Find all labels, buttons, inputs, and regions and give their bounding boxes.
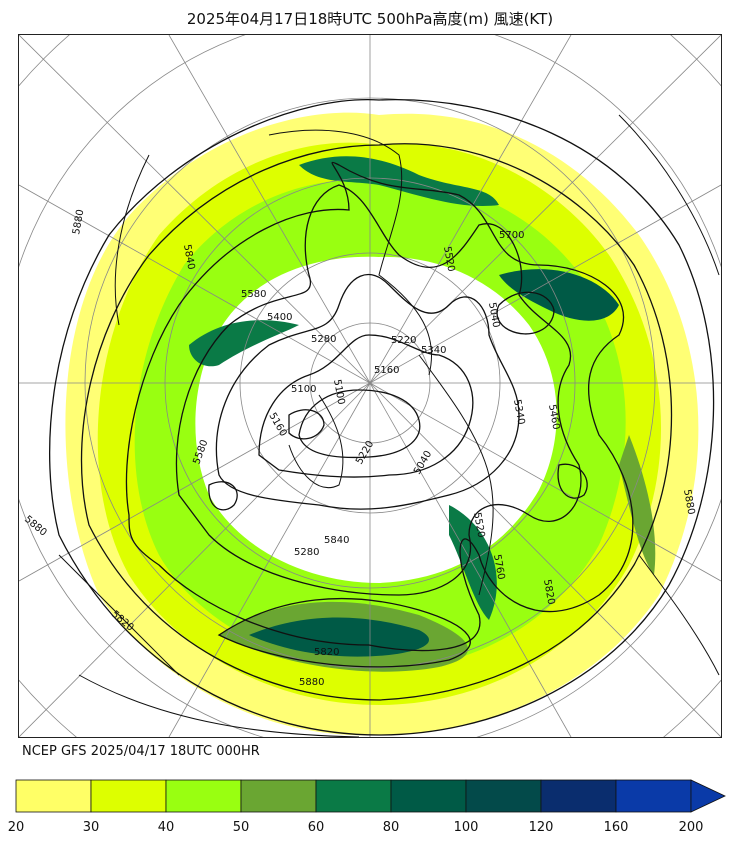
colorbar-segment: [615, 779, 692, 813]
contour-low-southwest: [208, 481, 238, 511]
contour-label: 5400: [267, 312, 292, 323]
colorbar-segment: [390, 779, 467, 813]
colorbar-tick-label: 40: [157, 820, 175, 835]
colorbar-segment: [240, 779, 317, 813]
colorbar-extend-arrow: [690, 779, 726, 813]
contour-high-east: [557, 463, 588, 499]
jet-band-green: [134, 179, 626, 670]
contour-low-east: [496, 291, 555, 335]
contour-label: 5100: [291, 384, 316, 395]
colorbar-tick-label: 100: [453, 820, 479, 835]
contour-label: 5880: [299, 677, 324, 688]
colorbar-tick-label: 60: [307, 820, 325, 835]
model-run-info: NCEP GFS 2025/04/17 18UTC 000HR: [22, 744, 260, 759]
colorbar-segment: [15, 779, 92, 813]
contour-label: 5040: [486, 302, 501, 329]
contour-label: 5100: [331, 379, 346, 406]
coast-asia-east: [618, 114, 720, 276]
contour-label: 5700: [499, 230, 524, 241]
contour-label: 5520: [471, 512, 486, 539]
contour-label: 5520: [441, 246, 456, 273]
coast-north-america-west: [114, 154, 150, 326]
contour-label: 5820: [541, 579, 556, 606]
coast-alaska: [638, 554, 720, 676]
polar-map: 5880 5840 5580 5400 5280 5100 5700 5520 …: [18, 34, 722, 738]
wind-speed-colorbar: [15, 779, 726, 813]
graticule: [19, 35, 721, 737]
contour-low-west: [288, 409, 325, 440]
polar-stereographic-plot: 5880 5840 5580 5400 5280 5100 5700 5520 …: [19, 35, 721, 737]
coast-eurasia-north: [268, 129, 433, 376]
colorbar-segment: [540, 779, 617, 813]
colorbar-tick-label: 120: [528, 820, 554, 835]
colorbar-tick-label: 200: [678, 820, 704, 835]
contour-label: 5340: [421, 345, 446, 356]
height-contours: [49, 99, 715, 736]
contour-5100: [298, 389, 421, 459]
contour-5220: [258, 334, 474, 478]
coastlines: [58, 114, 720, 737]
colorbar-tick-label: 80: [382, 820, 400, 835]
jet-core-south-dark: [249, 617, 429, 657]
contour-label: 5160: [266, 411, 288, 439]
map-title: 2025年04月17日18時UTC 500hPa高度(m) 風速(KT): [186, 10, 554, 28]
colorbar-segment: [465, 779, 542, 813]
contour-label: 5880: [22, 514, 49, 539]
wind-speed-shading: [65, 112, 699, 736]
coast-africa: [78, 674, 360, 737]
coast-greenland: [288, 394, 344, 489]
contour-label: 5220: [354, 439, 376, 467]
contour-label: 5160: [374, 365, 399, 376]
contour-label: 5880: [681, 489, 696, 516]
contour-label: 5280: [311, 334, 336, 345]
contour-label: 5760: [491, 554, 506, 581]
contour-5700: [125, 161, 634, 652]
contour-label: 5580: [241, 289, 266, 300]
contour-5880: [49, 99, 715, 736]
colorbar-segment: [90, 779, 167, 813]
contour-label: 5340: [511, 399, 526, 426]
contour-label: 5820: [314, 647, 339, 658]
contour-south-wave: [217, 597, 471, 668]
contour-label: 5840: [181, 244, 196, 271]
colorbar-tick-label: 30: [82, 820, 100, 835]
contour-5580: [175, 184, 582, 596]
contour-label: 5880: [71, 209, 86, 236]
jet-core-east: [499, 269, 619, 321]
jet-core-west: [189, 320, 299, 367]
jet-core-southeast: [449, 505, 497, 620]
colorbar-tick-label: 20: [7, 820, 25, 835]
colorbar-tick-label: 50: [232, 820, 250, 835]
contour-label: 5280: [294, 547, 319, 558]
contour-label: 5460: [546, 404, 561, 431]
coast-europe: [58, 554, 180, 676]
colorbar-tick-label: 160: [603, 820, 629, 835]
colorbar-segment: [165, 779, 242, 813]
colorbar-segment: [315, 779, 392, 813]
contour-5400: [215, 274, 520, 510]
contour-5820: [80, 143, 673, 701]
contour-label: 5220: [391, 335, 416, 346]
contour-label: 5840: [324, 535, 349, 546]
